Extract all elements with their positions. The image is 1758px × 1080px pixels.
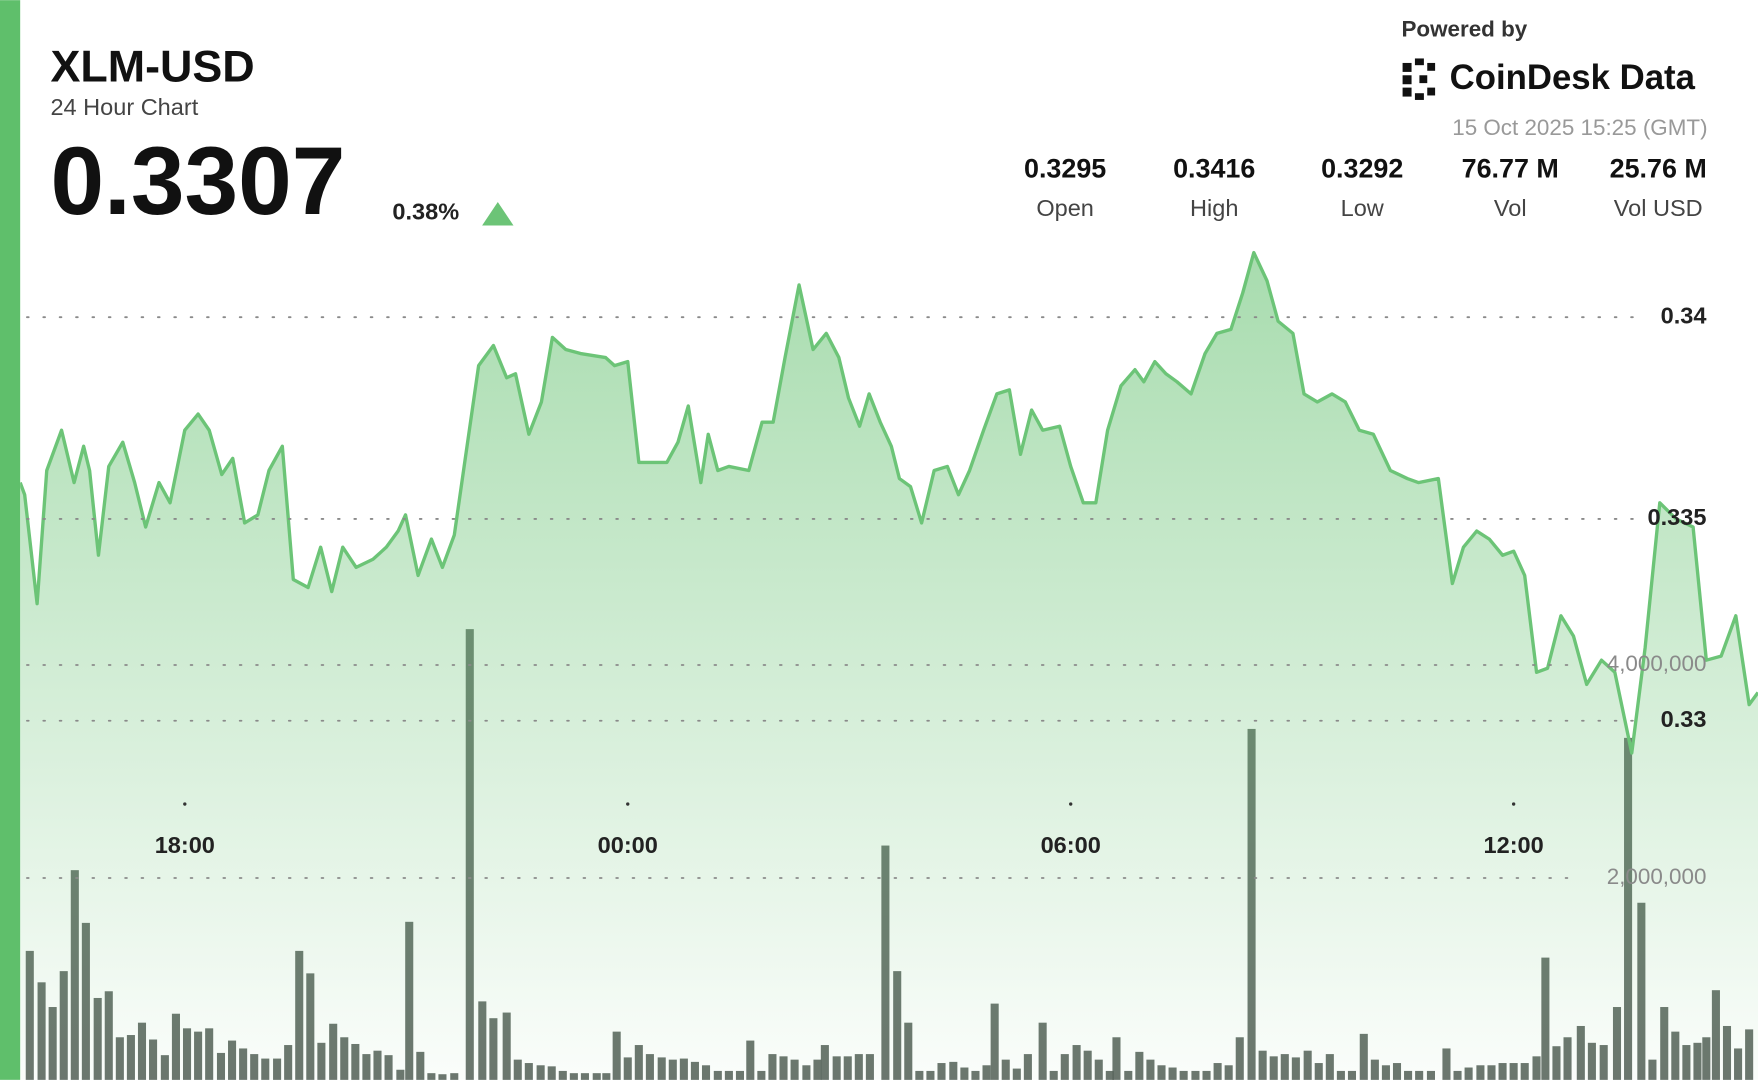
price-area [20,252,1758,1080]
timestamp: 15 Oct 2025 15:25 (GMT) [1452,115,1707,140]
price-change: 0.38% [392,198,459,224]
stat-value: 25.76 M [1610,154,1707,184]
x-tick-mark [626,802,630,806]
brand-name: CoinDesk Data [1450,59,1696,97]
stat-label: Low [1341,195,1385,221]
overlay: 0.33 0.335 0.34 2,000,000 4,000,000 18:00 00:0… [26,302,1707,889]
stat-open: 0.3295 Open [1024,154,1106,221]
brand-logo [1402,58,1436,100]
stat-label: Vol USD [1614,195,1703,221]
y2-tick-label: 2,000,000 [1607,864,1707,889]
chart-title: XLM-USD [50,41,254,92]
x-tick-mark [1069,802,1073,806]
x-tick-label: 00:00 [598,832,658,858]
y-tick-label: 0.335 [1648,504,1707,530]
powered-by: Powered by [1401,16,1527,41]
stat-vol: 76.77 M Vol [1462,154,1559,221]
current-price: 0.3307 [50,128,345,235]
x-tick-label: 06:00 [1041,832,1101,858]
stat-label: Open [1036,195,1094,221]
stat-label: Vol [1494,195,1527,221]
x-tick-mark [1511,802,1516,806]
x-tick-label: 18:00 [155,832,215,858]
stat-value: 0.3292 [1321,154,1403,184]
price-line [20,250,1758,755]
plot-area [20,250,1758,1080]
stat-value: 0.3416 [1173,154,1255,184]
x-tick-mark [183,802,187,806]
stat-value: 0.3295 [1024,154,1106,184]
stat-low: 0.3292 Low [1321,154,1403,221]
stat-high: 0.3416 High [1173,154,1255,221]
x-tick-label: 12:00 [1484,832,1544,858]
y2-tick-label: 4,000,000 [1607,651,1707,676]
stat-value: 76.77 M [1462,154,1559,184]
chart-subtitle: 24 Hour Chart [50,94,198,120]
up-arrow [482,201,514,226]
stat-label: High [1190,195,1238,221]
y-tick-label: 0.34 [1661,302,1707,328]
stat-vol-usd: 25.76 M Vol USD [1610,154,1707,221]
y-tick-label: 0.33 [1661,706,1707,732]
accent-bar [0,0,21,1080]
